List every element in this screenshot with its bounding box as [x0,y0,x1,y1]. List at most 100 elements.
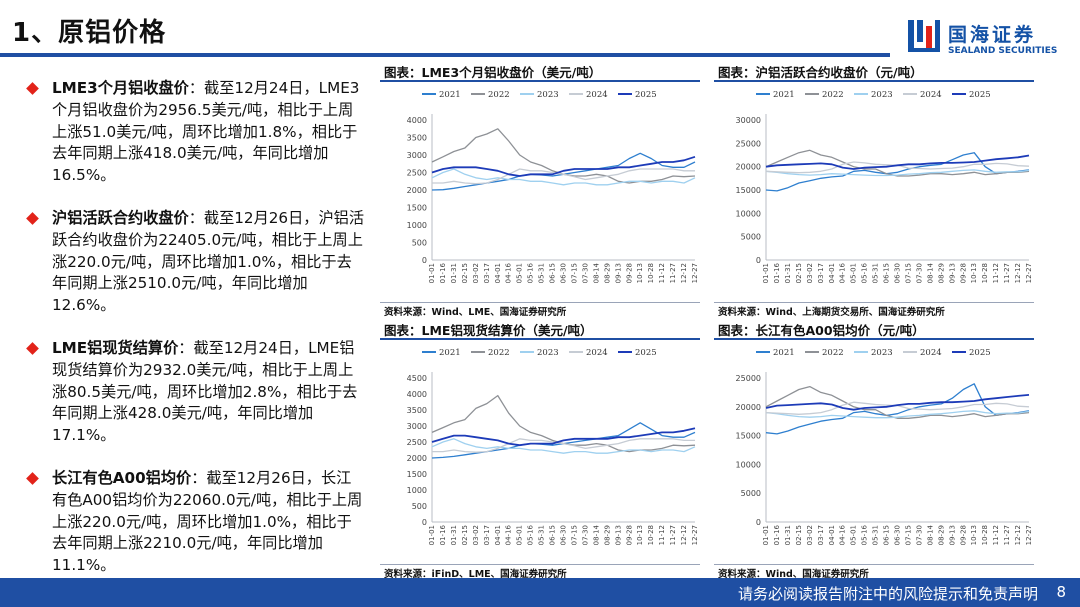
x-tick-label: 02-15 [795,263,803,283]
legend-label: 2025 [969,90,991,100]
header-rule [0,53,890,57]
x-tick-label: 02-15 [795,525,803,545]
x-tick-label: 08-14 [926,524,934,545]
legend-label: 2022 [822,348,844,358]
legend-label: 2023 [871,90,893,100]
x-tick-label: 10-13 [970,525,978,545]
logo-cn-text: 国海证券 [948,24,1037,46]
x-tick-label: 05-31 [538,263,546,283]
x-tick-label: 05-16 [527,524,535,545]
y-tick-label: 2500 [407,438,427,447]
x-tick-label: 04-01 [828,263,836,283]
y-tick-label: 2500 [407,169,427,178]
x-tick-label: 10-28 [647,525,655,545]
x-tick-label: 05-01 [850,525,858,545]
x-tick-label: 12-12 [680,263,688,283]
x-tick-label: 04-01 [828,525,836,545]
legend-label: 2021 [439,348,461,358]
y-tick-label: 1500 [407,204,427,213]
x-tick-label: 06-30 [894,525,902,545]
y-tick-label: 10000 [736,209,761,218]
chart-panel-lme-spot: 图表：LME铝现货结算价（美元/吨） 2021 2022 2023 2024 2025 0… [380,320,725,580]
x-tick-label: 02-15 [461,263,469,283]
chart-lme3m: 2021 2022 2023 2024 2025 0 500 1000 1500 2000 2500… [407,90,699,283]
y-tick-label: 3000 [407,151,427,160]
x-tick-label: 01-01 [762,263,770,283]
legend-label: 2022 [488,90,510,100]
x-tick-label: 10-28 [981,263,989,283]
page-number: 8 [1056,583,1066,601]
diamond-icon [26,342,39,355]
y-tick-label: 0 [756,518,761,527]
sealand-logo-icon [908,20,940,52]
bullet-text: ：截至12月26日，沪铝活跃合约收盘价为22405.0元/吨，相比于上周上涨22… [52,208,365,315]
x-tick-label: 07-30 [581,525,589,545]
x-tick-label: 05-16 [527,262,535,283]
series-line-2022 [765,149,1030,177]
page-title: 1、原铝价格 [12,18,167,48]
y-tick-label: 1500 [407,470,427,479]
series-line-2025 [431,155,696,177]
series-line-2022 [765,385,1030,419]
x-tick-label: 07-30 [915,525,923,545]
series-line-2023 [431,168,696,186]
x-tick-label: 08-29 [603,525,611,545]
x-tick-label: 01-31 [450,525,458,545]
y-tick-label: 5000 [741,233,761,242]
footer-bar: 请务必阅读报告附注中的风险提示和免责声明 8 [0,578,1080,607]
x-tick-label: 08-29 [937,525,945,545]
diamond-icon [26,212,39,225]
legend-label: 2023 [537,348,559,358]
y-tick-label: 4500 [407,374,427,383]
x-tick-label: 11-27 [669,525,677,545]
bullet-changjiang: 长江有色A00铝均价：截至12月26日，长江有色A00铝均价为22060.0元/… [26,468,366,577]
x-tick-label: 01-16 [773,524,781,545]
sealand-logo: 国海证券 SEALAND SECURITIES [906,16,1076,60]
chart-source-rule [380,564,700,565]
x-tick-label: 05-01 [850,263,858,283]
y-tick-label: 2000 [407,186,427,195]
chart-title: 图表：沪铝活跃合约收盘价（元/吨） [718,65,923,80]
legend-label: 2023 [871,348,893,358]
x-tick-label: 11-12 [992,525,1000,545]
x-tick-label: 05-01 [516,525,524,545]
legend-label: 2025 [969,348,991,358]
chart-source: 资料来源：Wind、上海期货交易所、国海证券研究所 [718,307,945,318]
x-tick-label: 05-31 [872,263,880,283]
y-tick-label: 1000 [407,221,427,230]
bullet-lead: LME3个月铝收盘价 [52,79,189,97]
series-line-2025 [431,427,696,447]
y-tick-label: 500 [412,502,427,511]
x-tick-label: 01-01 [762,525,770,545]
x-tick-label: 01-31 [784,525,792,545]
x-tick-label: 11-12 [992,263,1000,283]
bullet-text: ：截至12月26日，长江有色A00铝均价为22060.0元/吨，相比于上周上涨2… [52,468,363,575]
y-tick-label: 0 [422,518,427,527]
y-tick-label: 15000 [736,432,761,441]
y-tick-label: 25000 [736,139,761,148]
x-tick-label: 11-12 [658,263,666,283]
series-line-2025 [765,154,1030,170]
x-tick-label: 06-15 [549,263,557,283]
x-tick-label: 07-30 [915,263,923,283]
legend-label: 2024 [586,348,608,358]
legend-label: 2023 [537,90,559,100]
y-tick-label: 15000 [736,186,761,195]
legend-label: 2025 [635,348,657,358]
y-tick-label: 3000 [407,422,427,431]
x-tick-label: 07-15 [904,525,912,545]
x-tick-label: 11-27 [669,263,677,283]
series-line-2025 [765,394,1030,411]
chart-title: 图表：长江有色A00铝均价（元/吨） [718,323,925,338]
chart-title-rule [714,338,1034,340]
x-tick-label: 09-28 [625,263,633,283]
chart-title-rule [380,338,700,340]
legend-label: 2021 [439,90,461,100]
x-tick-label: 10-13 [636,525,644,545]
y-tick-label: 5000 [741,489,761,498]
chart-source: 资料来源：iFinD、LME、国海证券研究所 [384,569,567,580]
x-tick-label: 08-14 [592,262,600,283]
x-tick-label: 06-30 [894,263,902,283]
y-tick-label: 25000 [736,374,761,383]
x-tick-label: 06-30 [560,263,568,283]
